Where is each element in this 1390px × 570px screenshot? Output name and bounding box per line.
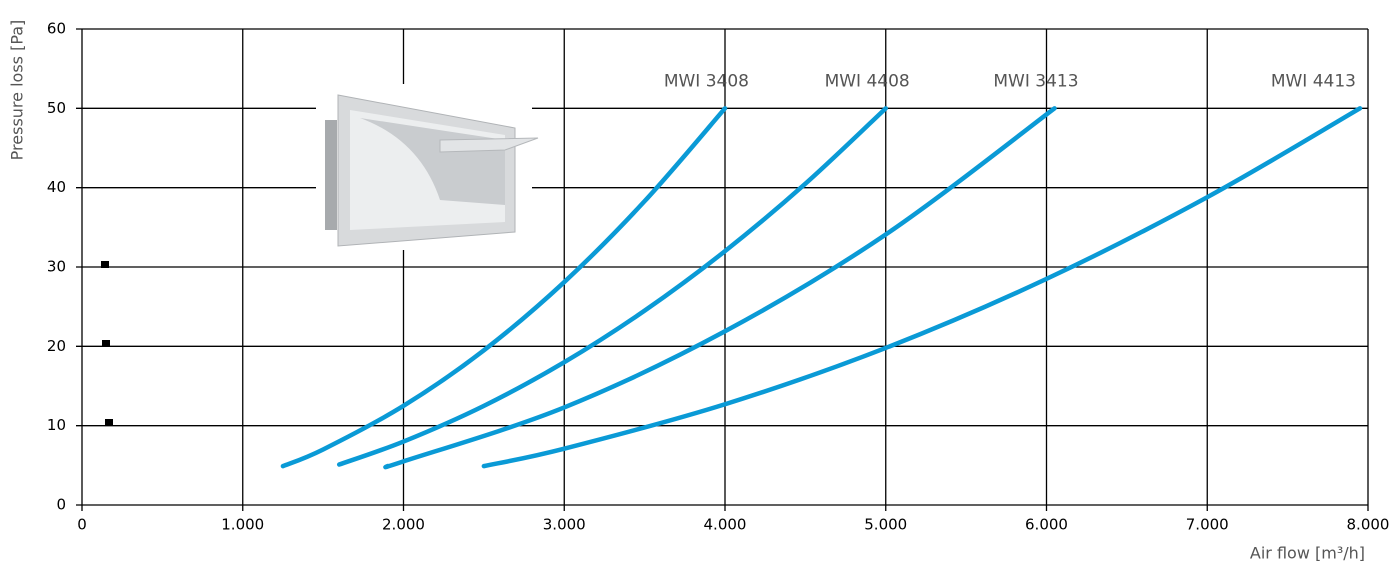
series-label: MWI 4413	[1271, 71, 1356, 91]
frame-side	[325, 120, 337, 230]
x-tick-label: 7.000	[1186, 516, 1229, 534]
y-axis-label: Pressure loss [Pa]	[8, 20, 27, 161]
y-tick-label: 30	[47, 258, 66, 276]
y-tick-label: 50	[47, 99, 66, 117]
x-tick-label: 1.000	[221, 516, 264, 534]
grid	[76, 28, 1369, 511]
series-label: MWI 3413	[993, 71, 1078, 91]
data-line	[336, 106, 888, 467]
marker-artifact	[101, 261, 109, 268]
y-tick-label: 60	[47, 20, 66, 38]
x-axis-label: Air flow [m³/h]	[1250, 544, 1365, 563]
x-tick-label: 5.000	[864, 516, 907, 534]
x-tick-label: 3.000	[543, 516, 586, 534]
x-tick-label: 2.000	[382, 516, 425, 534]
product-image	[316, 84, 539, 250]
plot	[280, 106, 1363, 470]
x-tick-label: 8.000	[1347, 516, 1390, 534]
x-tick-label: 4.000	[704, 516, 747, 534]
series-label: MWI 3408	[664, 71, 749, 91]
y-tick-label: 0	[56, 496, 66, 514]
marker-artifact	[105, 419, 113, 426]
x-tick-label: 6.000	[1025, 516, 1068, 534]
y-tick-label: 40	[47, 178, 66, 196]
data-line	[481, 106, 1363, 469]
data-line	[383, 106, 1057, 470]
y-tick-label: 10	[47, 416, 66, 434]
series-label: MWI 4408	[825, 71, 910, 91]
marker-artifact	[102, 340, 110, 347]
x-tick-label: 0	[77, 516, 87, 534]
y-tick-label: 20	[47, 337, 66, 355]
data-line	[280, 106, 728, 469]
blade-edge	[439, 137, 539, 153]
